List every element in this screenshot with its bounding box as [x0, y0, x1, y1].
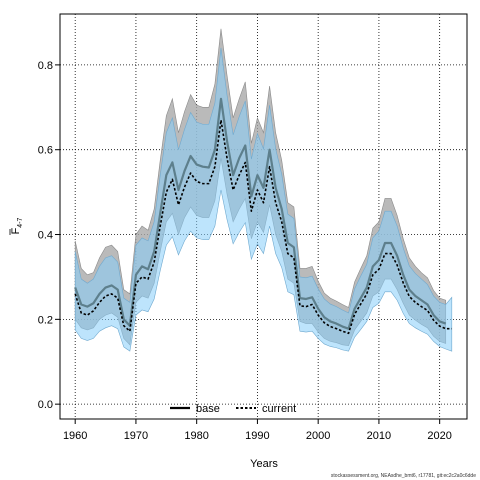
- line-current: [74, 119, 452, 335]
- footnote: stockassessment.org, NEAsdhe_bmt6, r1778…: [331, 473, 476, 479]
- x-tick-label: 1990: [245, 430, 269, 442]
- x-axis-label: Years: [250, 458, 278, 470]
- line-base: [74, 97, 447, 330]
- y-axis-label: F4-7: [9, 217, 24, 235]
- legend-label-base: base: [196, 403, 220, 415]
- plot-frame: [59, 13, 468, 420]
- legend: base current: [170, 403, 296, 415]
- y-axis-label-sub: 4-7: [17, 217, 24, 227]
- y-tick-label: 0.6: [38, 145, 53, 157]
- y-axis-label-main: F: [10, 227, 22, 234]
- x-tick-label: 2020: [427, 430, 451, 442]
- y-tick-label: 0.4: [38, 230, 53, 242]
- x-tick-label: 1960: [63, 430, 87, 442]
- svg-text:F4-7: F4-7: [10, 217, 24, 234]
- y-tick-label: 0.8: [38, 60, 53, 72]
- x-tick-label: 1970: [124, 430, 148, 442]
- y-tick-label: 0.2: [38, 314, 53, 326]
- x-tick-label: 1980: [184, 430, 208, 442]
- legend-label-current: current: [262, 403, 296, 415]
- y-tick-label: 0.0: [38, 399, 53, 411]
- x-axis: 1960 1970 1980 1990 2000 2010 2020: [63, 419, 452, 442]
- x-tick-label: 2000: [306, 430, 330, 442]
- y-axis: 0.0 0.2 0.4 0.6 0.8: [38, 60, 60, 411]
- series-lines: [74, 97, 452, 335]
- x-tick-label: 2010: [367, 430, 391, 442]
